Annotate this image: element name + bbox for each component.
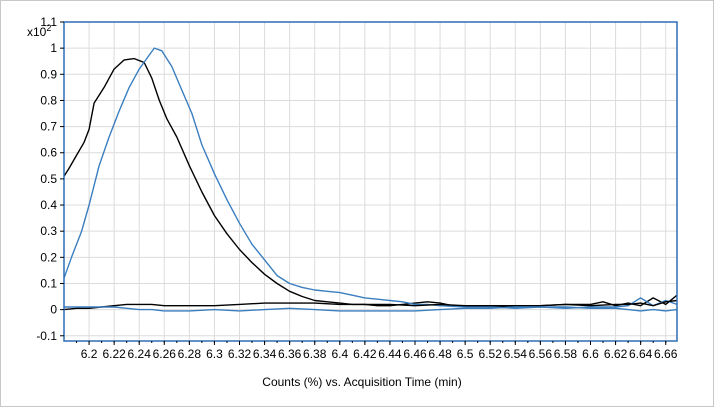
x-tick-label: 6.56 — [529, 347, 553, 361]
y-tick-label: 0.8 — [40, 93, 57, 107]
y-tick-label: 0.4 — [40, 198, 57, 212]
x-tick-label: 6.66 — [654, 347, 678, 361]
y-tick-label: -0.1 — [36, 329, 57, 343]
plot-frame — [63, 21, 678, 342]
series-line-4 — [64, 306, 678, 312]
x-tick-label: 6.62 — [604, 347, 628, 361]
x-tick-label: 6.32 — [228, 347, 252, 361]
x-tick-label: 6.26 — [153, 347, 177, 361]
x-tick-label: 6.52 — [479, 347, 503, 361]
x-tick-label: 6.22 — [102, 347, 126, 361]
y-multiplier-base: x10 — [27, 25, 47, 39]
y-tick-label: 0.7 — [40, 120, 57, 134]
x-tick-label: 6.54 — [504, 347, 528, 361]
x-tick-label: 6.46 — [403, 347, 427, 361]
y-tick-label: 0.1 — [40, 276, 57, 290]
x-tick-label: 6.34 — [253, 347, 277, 361]
y-tick-label: 0.6 — [40, 146, 57, 160]
x-tick-label: 6.4 — [331, 347, 348, 361]
series-lines — [63, 47, 678, 312]
y-multiplier-exponent: 2 — [46, 23, 51, 33]
x-tick-label: 6.6 — [582, 347, 599, 361]
x-tick-label: 6.48 — [428, 347, 452, 361]
x-tick-label: 6.3 — [206, 347, 223, 361]
y-tick-label: 0 — [50, 303, 57, 317]
x-tick-label: 6.28 — [178, 347, 202, 361]
series-line-1 — [63, 57, 678, 308]
y-tick-label: 0.2 — [40, 250, 57, 264]
y-tick-label: 0.5 — [40, 172, 57, 186]
y-tick-label: 1.1 — [40, 15, 57, 29]
series-line-2 — [63, 47, 678, 309]
series-line-3 — [63, 299, 678, 311]
y-tick-label: 1 — [50, 41, 57, 55]
x-tick-label: 6.58 — [554, 347, 578, 361]
x-tick-label: 6.38 — [303, 347, 327, 361]
x-tick-label: 6.2 — [81, 347, 98, 361]
x-tick-label: 6.5 — [457, 347, 474, 361]
grid-lines — [64, 21, 677, 341]
x-axis-label: Counts (%) vs. Acquisition Time (min) — [262, 375, 461, 389]
x-tick-label: 6.64 — [629, 347, 653, 361]
y-tick-label: 0.9 — [40, 67, 57, 81]
x-tick-label: 6.36 — [278, 347, 302, 361]
x-tick-label: 6.44 — [378, 347, 402, 361]
x-tick-label: 6.24 — [128, 347, 152, 361]
y-tick-label: 0.3 — [40, 224, 57, 238]
axis-ticks: -0.100.10.20.30.40.50.60.70.80.911.16.2 6… — [36, 15, 677, 361]
x-tick-label: 6.42 — [353, 347, 377, 361]
y-axis-multiplier: x102 — [27, 23, 51, 39]
